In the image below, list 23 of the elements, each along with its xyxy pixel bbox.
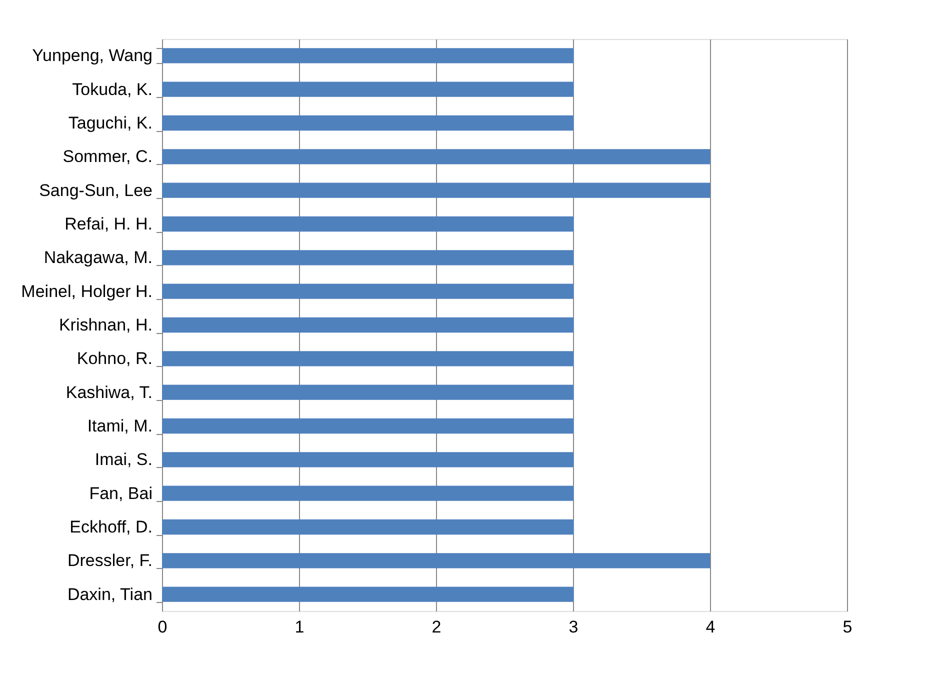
x-tick-label: 1: [294, 618, 304, 636]
y-tick-label: Sommer, C.: [62, 147, 152, 166]
y-tick-label: Refai, H. H.: [64, 214, 152, 234]
y-tick-label: Itami, M.: [87, 416, 152, 436]
y-tick-label: Kohno, R.: [76, 349, 152, 368]
y-tick-label: Nakagawa, M.: [44, 248, 152, 268]
y-tick-label: Dressler, F.: [67, 551, 152, 570]
x-tick-label: 5: [842, 618, 852, 636]
y-tick-label: Imai, S.: [94, 450, 152, 470]
y-tick-label: Fan, Bai: [89, 484, 152, 503]
x-tick-label: 0: [158, 618, 168, 636]
x-tick-label: 2: [432, 618, 442, 636]
x-tick-label: 3: [568, 618, 578, 636]
y-tick-label: Krishnan, H.: [58, 316, 152, 334]
y-tick-label: Daxin, Tian: [67, 584, 152, 604]
y-tick-label: Tokuda, K.: [72, 80, 152, 99]
y-tick-label: Kashiwa, T.: [66, 382, 152, 402]
y-tick-label: Sang-Sun, Lee: [39, 180, 152, 200]
y-tick-label: Taguchi, K.: [68, 114, 152, 132]
y-tick-label: Yunpeng, Wang: [32, 46, 152, 66]
y-tick-label: Meinel, Holger H.: [21, 282, 152, 301]
y-tick-label: Eckhoff, D.: [70, 518, 152, 536]
x-tick-label: 4: [706, 618, 716, 636]
